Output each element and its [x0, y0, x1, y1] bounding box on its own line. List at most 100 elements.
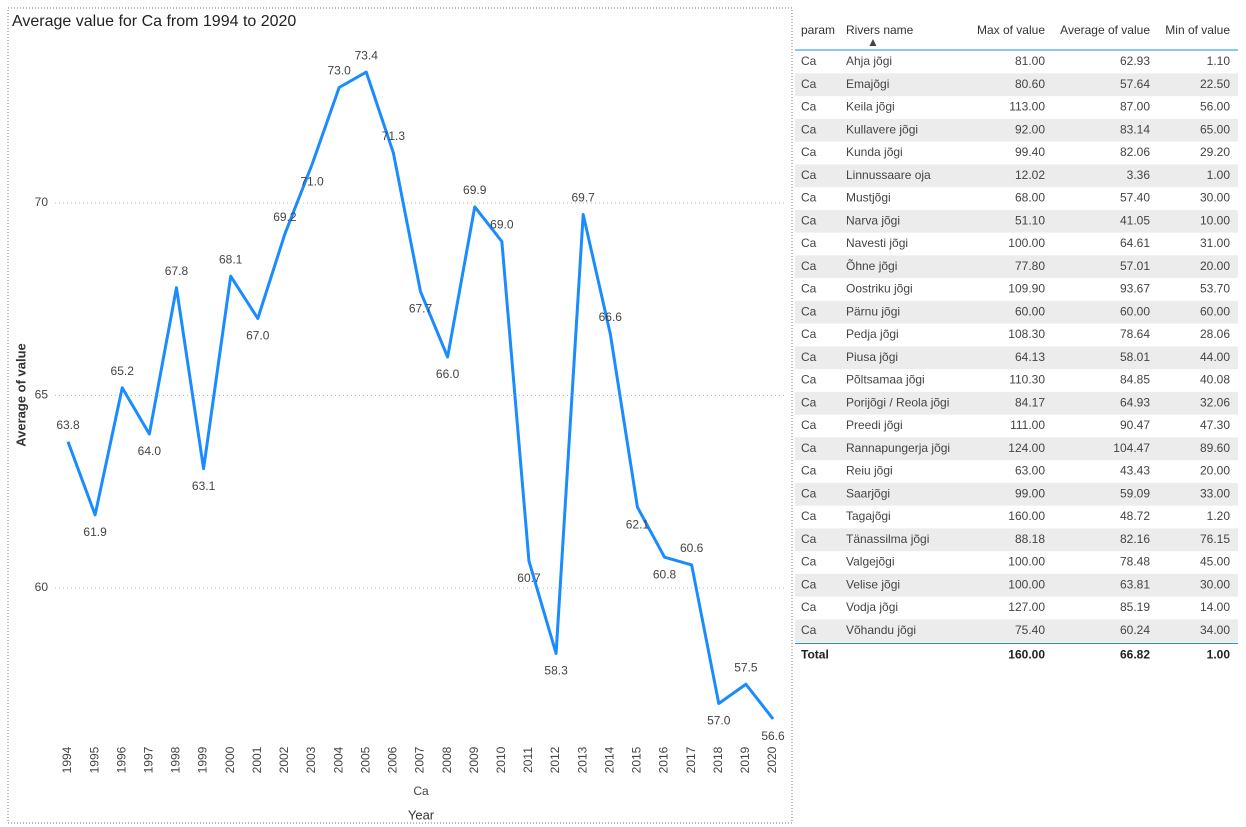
table-cell: Mustjõgi	[846, 191, 891, 205]
data-label: 56.6	[761, 729, 785, 743]
table-cell: 59.09	[1120, 486, 1150, 500]
x-tick-label: 1994	[60, 746, 74, 773]
table-cell: 57.64	[1120, 77, 1150, 91]
table-cell: 100.00	[1008, 236, 1045, 250]
x-tick-label: 2010	[494, 746, 508, 773]
table-cell: Narva jõgi	[846, 213, 900, 227]
table-cell: 60.00	[1015, 304, 1045, 318]
row-band	[795, 209, 1238, 233]
table-cell: 110.30	[1009, 373, 1045, 387]
data-label: 60.7	[517, 571, 541, 585]
table-cell: 41.05	[1120, 213, 1150, 227]
table-cell: Tagajõgi	[846, 509, 891, 523]
table-cell: Pedja jõgi	[846, 327, 899, 341]
table-cell: 99.00	[1015, 486, 1045, 500]
table-cell: 100.00	[1008, 577, 1045, 591]
x-tick-label: 2013	[575, 746, 589, 773]
table-cell: Ca	[801, 168, 817, 182]
total-cell: 160.00	[1008, 648, 1045, 662]
table-cell: Ca	[801, 122, 817, 136]
data-label: 61.9	[83, 525, 107, 539]
table-cell: 124.00	[1008, 441, 1045, 455]
table-cell: Keila jõgi	[846, 100, 895, 114]
table-cell: 63.00	[1015, 464, 1045, 478]
table-cell: Piusa jõgi	[846, 350, 898, 364]
table-cell: 60.00	[1120, 304, 1150, 318]
table-cell: 109.90	[1008, 282, 1045, 296]
table-cell: 75.40	[1015, 623, 1045, 637]
data-label: 69.2	[273, 210, 297, 224]
data-label: 67.0	[246, 329, 270, 343]
data-label: 73.4	[355, 48, 379, 62]
table-cell: 29.20	[1200, 145, 1230, 159]
y-tick-label: 65	[35, 388, 49, 402]
table-cell: 77.80	[1015, 259, 1045, 273]
table-cell: 64.61	[1120, 236, 1150, 250]
table-cell: 64.13	[1015, 350, 1045, 364]
table-cell: 127.00	[1008, 600, 1045, 614]
x-tick-label: 2016	[657, 746, 671, 773]
table-cell: 10.00	[1200, 213, 1230, 227]
table-cell: 58.01	[1120, 350, 1150, 364]
table-cell: Tänassilma jõgi	[846, 532, 929, 546]
x-tick-label: 2004	[331, 746, 345, 773]
table-cell: 99.40	[1015, 145, 1045, 159]
table-cell: 31.00	[1200, 236, 1230, 250]
table-cell: 33.00	[1200, 486, 1230, 500]
table-cell: 83.14	[1120, 122, 1150, 136]
x-tick-label: 2006	[386, 746, 400, 773]
table-cell: 22.50	[1200, 77, 1230, 91]
table-cell: 51.10	[1015, 213, 1045, 227]
y-axis-title: Average of value	[13, 343, 28, 447]
table-cell: 68.00	[1015, 191, 1045, 205]
table-cell: 30.00	[1200, 577, 1230, 591]
table-cell: 20.00	[1200, 464, 1230, 478]
data-label: 63.8	[56, 418, 80, 432]
data-label: 57.5	[734, 660, 758, 674]
table-cell: 56.00	[1200, 100, 1230, 114]
table-cell: 108.30	[1008, 327, 1045, 341]
table-cell: 28.06	[1200, 327, 1230, 341]
data-label: 62.1	[626, 517, 650, 531]
row-band	[795, 300, 1238, 324]
x-tick-label: 2017	[684, 746, 698, 773]
table-cell: Saarjõgi	[846, 486, 890, 500]
x-tick-label: 2003	[304, 746, 318, 773]
data-label: 73.0	[327, 64, 351, 78]
table-cell: Ca	[801, 145, 817, 159]
table-cell: 104.47	[1113, 441, 1150, 455]
table-cell: Ca	[801, 532, 817, 546]
y-tick-label: 70	[35, 195, 49, 209]
table-cell: Ca	[801, 373, 817, 387]
table-cell: 1.00	[1207, 168, 1231, 182]
table-cell: 78.48	[1120, 555, 1150, 569]
table-cell: 1.10	[1207, 54, 1231, 68]
visual-border	[7, 7, 793, 824]
table-cell: 60.00	[1200, 304, 1230, 318]
table-cell: Porijõgi / Reola jõgi	[846, 395, 949, 409]
table-cell: 14.00	[1200, 600, 1230, 614]
data-label: 71.0	[300, 175, 324, 189]
row-band	[795, 619, 1238, 643]
table-cell: 64.93	[1120, 395, 1150, 409]
row-band	[795, 437, 1238, 461]
x-tick-label: 2019	[738, 746, 752, 773]
data-label: 63.1	[192, 479, 216, 493]
table-cell: 47.30	[1200, 418, 1230, 432]
column-header: Min of value	[1165, 23, 1230, 37]
x-tick-label: 1998	[169, 746, 183, 773]
table-cell: 32.06	[1200, 395, 1230, 409]
table-cell: Ca	[801, 304, 817, 318]
row-band	[795, 346, 1238, 370]
data-label: 69.9	[463, 183, 487, 197]
x-axis-sublabel: Ca	[413, 784, 429, 798]
table-cell: 1.20	[1207, 509, 1231, 523]
x-tick-label: 2009	[467, 746, 481, 773]
column-header: Average of value	[1060, 23, 1150, 37]
table-cell: 92.00	[1015, 122, 1045, 136]
x-tick-label: 2007	[413, 746, 427, 773]
table-cell: Ca	[801, 418, 817, 432]
table-cell: 57.01	[1120, 259, 1150, 273]
table-cell: 80.60	[1015, 77, 1045, 91]
table-cell: 60.24	[1120, 623, 1150, 637]
